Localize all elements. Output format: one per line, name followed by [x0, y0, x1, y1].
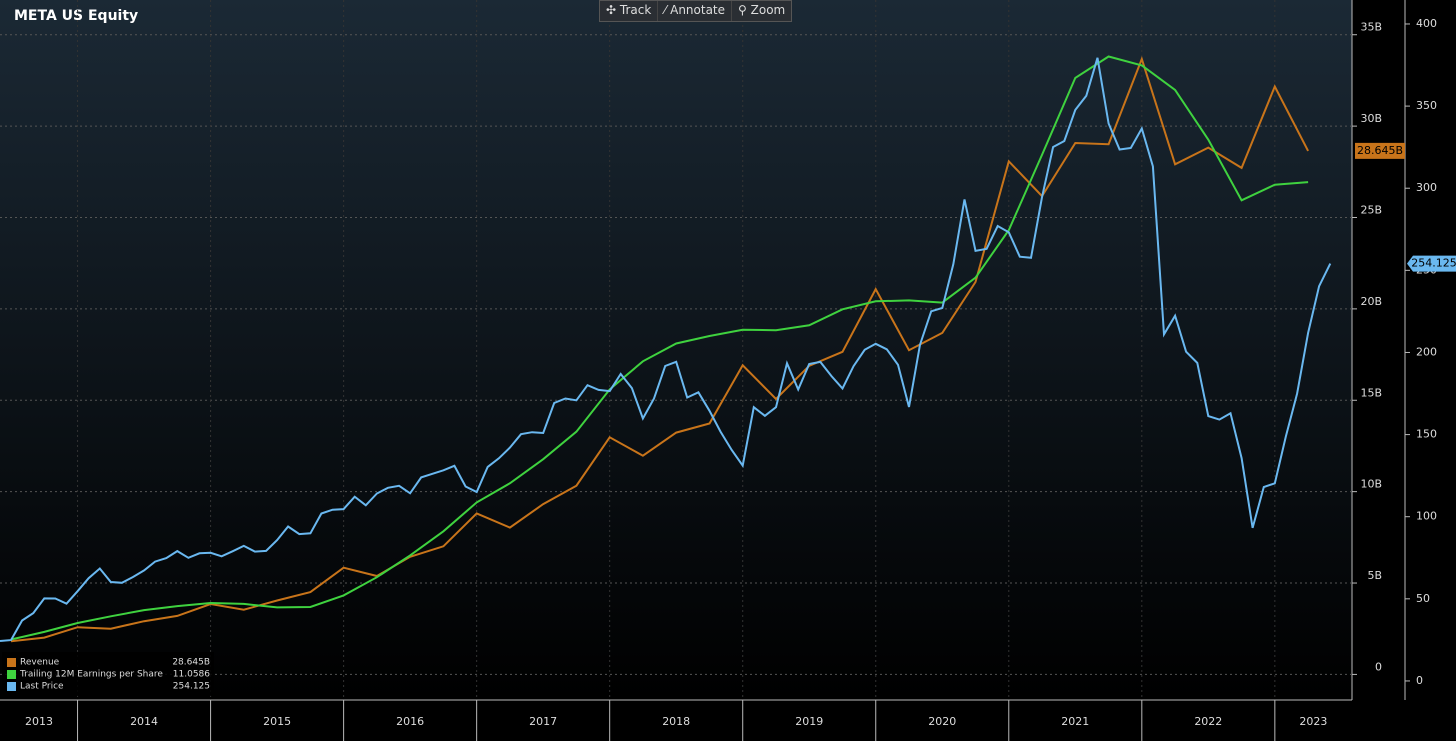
x-tick-label: 2022	[1194, 715, 1222, 728]
grid	[0, 0, 1352, 700]
x-tick-label: 2013	[25, 715, 53, 728]
legend-label: Revenue	[20, 658, 60, 668]
x-tick-label: 2015	[263, 715, 291, 728]
legend-value: 254.125	[173, 682, 210, 692]
plot-background	[0, 0, 1352, 700]
series-line	[0, 57, 1332, 642]
last-value-label: 254.125	[1411, 257, 1456, 270]
last-value-tag	[1355, 142, 1405, 159]
y-tick-label: 30B	[1360, 112, 1382, 125]
y2-tick-label: 200	[1416, 345, 1437, 358]
y-tick-label: 10B	[1360, 478, 1382, 491]
track-label[interactable]: Track	[619, 3, 652, 17]
zoom-label[interactable]: Zoom	[750, 3, 786, 17]
y-tick-label: 0	[1375, 660, 1382, 673]
toolbar: ✣ Track ⁄ Annotate ⚲ Zoom	[599, 0, 793, 22]
x-tick-label: 2017	[529, 715, 557, 728]
legend-label: Trailing 12M Earnings per Share	[19, 670, 163, 680]
legend-swatch	[7, 682, 16, 691]
last-value-tag	[1407, 255, 1456, 272]
x-tick-label: 2023	[1299, 715, 1327, 728]
legend-value: 28.645B	[172, 658, 210, 668]
y-tick-label: 5B	[1367, 569, 1382, 582]
y2-tick-label: 100	[1416, 510, 1437, 523]
last-value-label: 28.645B	[1357, 144, 1403, 157]
zoom-button[interactable]: ⚲ Zoom	[738, 3, 786, 17]
y-tick-label: 15B	[1360, 386, 1382, 399]
x-tick-label: 2019	[795, 715, 823, 728]
y2-tick-label: 400	[1416, 17, 1437, 30]
axis-labels: 05B10B15B20B25B30B35B0501001502002503003…	[25, 17, 1456, 741]
x-tick-label: 2021	[1061, 715, 1089, 728]
series-line	[10, 55, 1309, 643]
x-tick-label: 2020	[928, 715, 956, 728]
y2-tick-label: 150	[1416, 428, 1437, 441]
legend: Revenue 28.645B Trailing 12M Earnings per …	[7, 658, 210, 692]
annotate-label[interactable]: Annotate	[670, 3, 726, 17]
legend-swatch	[7, 658, 16, 667]
y-tick-label: 35B	[1360, 21, 1382, 34]
series-lines	[0, 55, 1332, 643]
y2-tick-label: 50	[1416, 592, 1430, 605]
y-tick-label: 25B	[1360, 203, 1382, 216]
y-tick-label: 20B	[1360, 295, 1382, 308]
series-line	[10, 55, 1309, 641]
legend-box	[2, 652, 214, 696]
track-button[interactable]: ✣ Track	[600, 1, 659, 21]
y2-tick-label: 350	[1416, 99, 1437, 112]
legend-label: Last Price	[20, 682, 64, 692]
legend-value: 11.0586	[173, 670, 210, 680]
x-tick-label: 2018	[662, 715, 690, 728]
x-tick-label: 2016	[396, 715, 424, 728]
y2-tick-label: 300	[1416, 181, 1437, 194]
annotate-button[interactable]: ⁄ Annotate	[658, 1, 733, 21]
legend-swatch	[7, 670, 16, 679]
y2-tick-label: 0	[1416, 674, 1423, 687]
x-tick-label: 2014	[130, 715, 158, 728]
chart-title: META US Equity	[14, 8, 138, 24]
